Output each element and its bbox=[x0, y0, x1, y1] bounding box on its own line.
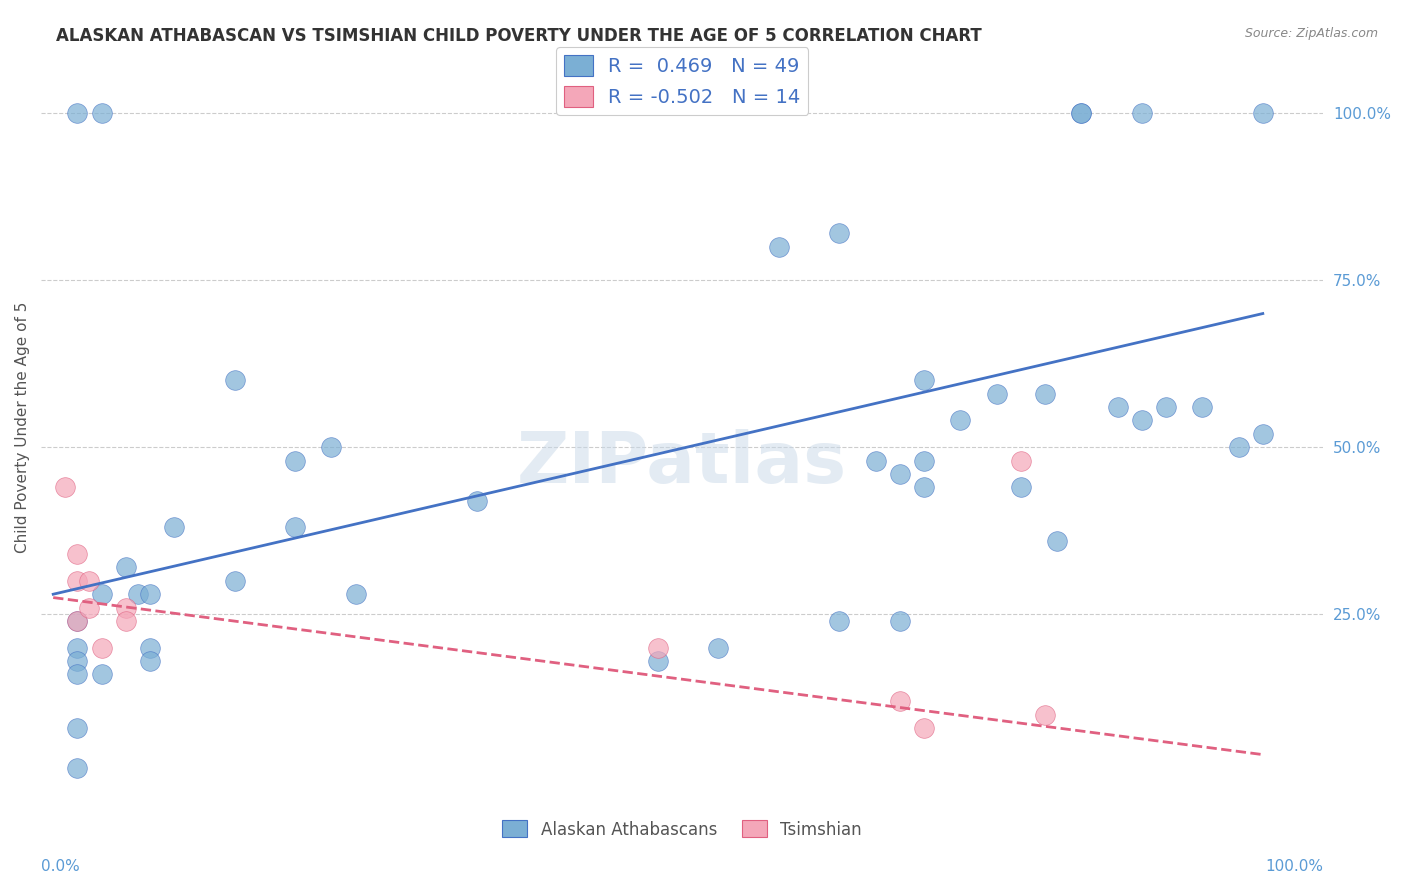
Point bbox=[139, 587, 162, 601]
Text: ZIPatlas: ZIPatlas bbox=[517, 429, 848, 499]
Point bbox=[1251, 106, 1274, 120]
Point bbox=[889, 694, 911, 708]
Point bbox=[1227, 440, 1250, 454]
Text: 100.0%: 100.0% bbox=[1265, 859, 1323, 874]
Point bbox=[90, 587, 112, 601]
Point bbox=[90, 640, 112, 655]
Point bbox=[79, 600, 101, 615]
Point bbox=[90, 667, 112, 681]
Point bbox=[707, 640, 730, 655]
Point bbox=[986, 386, 1008, 401]
Point bbox=[66, 574, 89, 588]
Point bbox=[828, 227, 851, 241]
Text: ALASKAN ATHABASCAN VS TSIMSHIAN CHILD POVERTY UNDER THE AGE OF 5 CORRELATION CHA: ALASKAN ATHABASCAN VS TSIMSHIAN CHILD PO… bbox=[56, 27, 981, 45]
Point bbox=[1107, 400, 1129, 414]
Point bbox=[647, 654, 669, 668]
Text: Source: ZipAtlas.com: Source: ZipAtlas.com bbox=[1244, 27, 1378, 40]
Point bbox=[1046, 533, 1069, 548]
Point bbox=[1033, 707, 1056, 722]
Point bbox=[865, 453, 887, 467]
Point bbox=[139, 654, 162, 668]
Point bbox=[66, 721, 89, 735]
Point bbox=[912, 480, 935, 494]
Point bbox=[1130, 106, 1153, 120]
Point bbox=[66, 654, 89, 668]
Legend: Alaskan Athabascans, Tsimshian: Alaskan Athabascans, Tsimshian bbox=[496, 814, 869, 846]
Point bbox=[1070, 106, 1092, 120]
Point bbox=[889, 467, 911, 481]
Point bbox=[224, 373, 246, 387]
Point bbox=[344, 587, 367, 601]
Point bbox=[127, 587, 149, 601]
Point bbox=[889, 614, 911, 628]
Y-axis label: Child Poverty Under the Age of 5: Child Poverty Under the Age of 5 bbox=[15, 301, 30, 553]
Point bbox=[66, 667, 89, 681]
Point bbox=[224, 574, 246, 588]
Point bbox=[1191, 400, 1213, 414]
Point bbox=[66, 106, 89, 120]
Point bbox=[1010, 480, 1032, 494]
Point bbox=[828, 614, 851, 628]
Point bbox=[1070, 106, 1092, 120]
Point bbox=[1010, 453, 1032, 467]
Point bbox=[139, 640, 162, 655]
Point bbox=[114, 600, 136, 615]
Point bbox=[321, 440, 343, 454]
Point bbox=[1130, 413, 1153, 427]
Point bbox=[114, 614, 136, 628]
Point bbox=[79, 574, 101, 588]
Point bbox=[949, 413, 972, 427]
Point bbox=[284, 453, 307, 467]
Point bbox=[66, 614, 89, 628]
Point bbox=[90, 106, 112, 120]
Point bbox=[912, 453, 935, 467]
Point bbox=[912, 721, 935, 735]
Point bbox=[768, 240, 790, 254]
Point bbox=[114, 560, 136, 574]
Point bbox=[647, 640, 669, 655]
Point bbox=[912, 373, 935, 387]
Point bbox=[66, 547, 89, 561]
Text: 0.0%: 0.0% bbox=[41, 859, 80, 874]
Point bbox=[465, 493, 488, 508]
Point bbox=[66, 614, 89, 628]
Point bbox=[66, 640, 89, 655]
Point bbox=[66, 761, 89, 775]
Point bbox=[284, 520, 307, 534]
Point bbox=[1251, 426, 1274, 441]
Point bbox=[53, 480, 76, 494]
Point bbox=[163, 520, 186, 534]
Point bbox=[1154, 400, 1177, 414]
Point bbox=[1033, 386, 1056, 401]
